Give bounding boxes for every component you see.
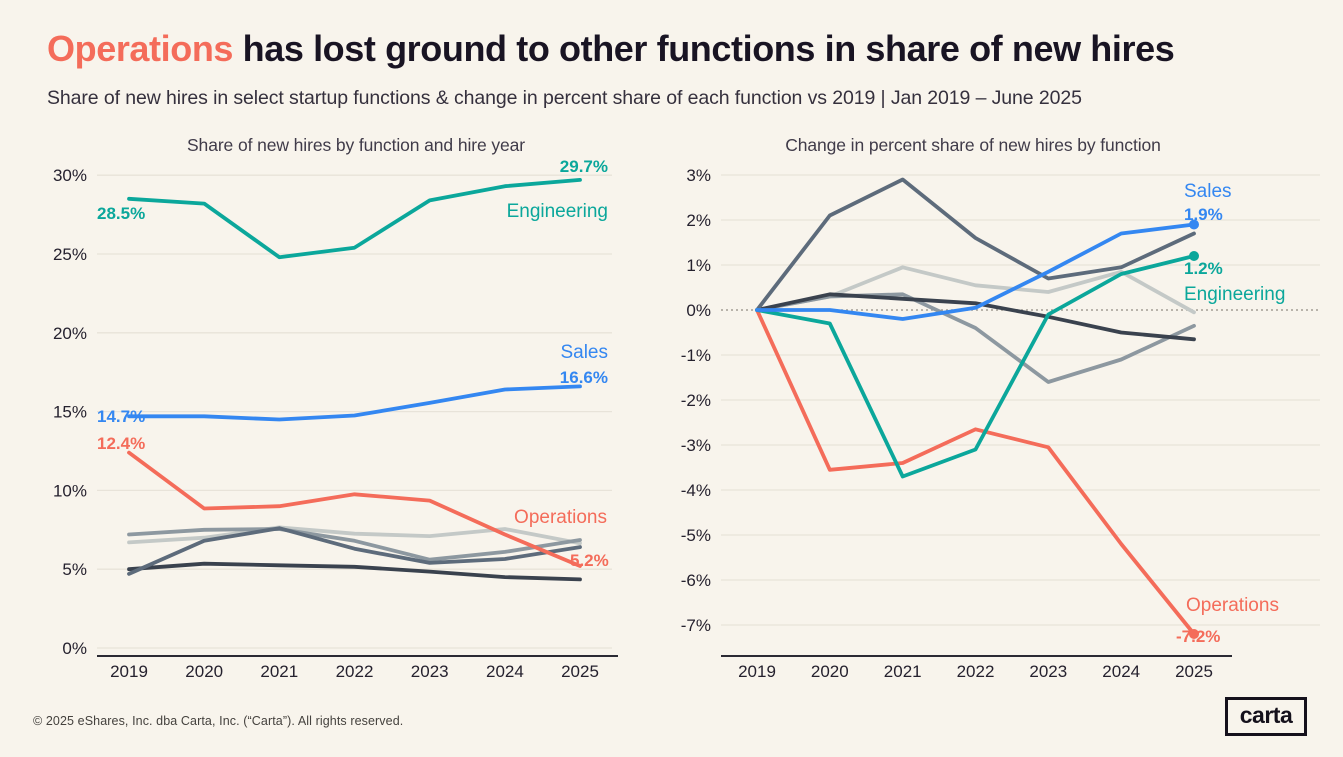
x-tick-label: 2019 xyxy=(110,662,148,681)
x-tick-label: 2025 xyxy=(1175,662,1213,681)
value-label: 1.9% xyxy=(1184,205,1223,224)
series-end-dot-sales xyxy=(1189,219,1199,230)
x-tick-label: 2020 xyxy=(185,662,223,681)
series-line-operations xyxy=(755,308,1196,636)
copyright-text: © 2025 eShares, Inc. dba Carta, Inc. (“C… xyxy=(33,714,404,728)
x-tick-label: 2025 xyxy=(561,662,599,681)
y-tick-label: -5% xyxy=(681,526,711,545)
change-in-share-chart: 3% 2% 1% 0% -1% -2% -3% -4% -5% -6% -7% 2019 2020 202… xyxy=(681,166,1320,681)
value-label: 1.2% xyxy=(1184,259,1223,278)
carta-logo-text: carta xyxy=(1239,702,1293,728)
y-tick-label: 1% xyxy=(686,256,711,275)
x-tick-label: 2024 xyxy=(486,662,524,681)
x-tick-label: 2021 xyxy=(884,662,922,681)
series-line-unlabeled-gray-medium xyxy=(755,292,1196,384)
page-title: Operations has lost ground to other func… xyxy=(47,28,1175,70)
y-tick-label: -6% xyxy=(681,571,711,590)
y-tick-label: 5% xyxy=(62,560,87,579)
x-tick-label: 2021 xyxy=(260,662,298,681)
series-line-unlabeled-gray-dark xyxy=(127,561,582,582)
page-subtitle: Share of new hires in select startup fun… xyxy=(47,87,1082,109)
x-tick-label: 2023 xyxy=(411,662,449,681)
y-tick-label: -7% xyxy=(681,616,711,635)
value-label: 16.6% xyxy=(560,368,608,387)
value-label: 14.7% xyxy=(97,407,145,426)
x-tick-label: 2019 xyxy=(738,662,776,681)
series-line-sales xyxy=(755,222,1196,321)
series-name-label: Sales xyxy=(1184,181,1232,202)
series-line-engineering xyxy=(755,254,1196,479)
y-tick-label: 0% xyxy=(686,301,711,320)
value-label: 5.2% xyxy=(570,551,609,570)
x-tick-label: 2020 xyxy=(811,662,849,681)
left-chart-title: Share of new hires by function and hire … xyxy=(186,135,526,155)
x-tick-label: 2022 xyxy=(336,662,374,681)
x-tick-label: 2024 xyxy=(1102,662,1140,681)
title-rest: has lost ground to other functions in sh… xyxy=(233,28,1175,69)
x-tick-label: 2022 xyxy=(957,662,995,681)
y-tick-label: -3% xyxy=(681,436,711,455)
y-tick-label: 30% xyxy=(53,166,87,185)
value-label: -7.2% xyxy=(1176,627,1220,646)
series-name-label: Engineering xyxy=(507,201,608,222)
series-line-engineering xyxy=(127,177,582,260)
value-label: 28.5% xyxy=(97,204,145,223)
y-tick-label: -4% xyxy=(681,481,711,500)
series-line-unlabeled-gray-light xyxy=(127,525,582,546)
y-tick-label: 15% xyxy=(53,403,87,422)
y-tick-label: 10% xyxy=(53,481,87,500)
series-line-unlabeled-gray-dark xyxy=(755,292,1196,342)
value-label: 12.4% xyxy=(97,434,145,453)
series-name-label: Engineering xyxy=(1184,284,1285,305)
x-tick-label: 2023 xyxy=(1029,662,1067,681)
series-line-sales xyxy=(127,384,582,422)
y-tick-label: 0% xyxy=(62,639,87,658)
series-end-dot-operations xyxy=(1189,629,1199,639)
y-tick-label: 3% xyxy=(686,166,711,185)
series-line-unlabeled-slate xyxy=(755,177,1196,312)
y-tick-label: 2% xyxy=(686,211,711,230)
y-tick-label: -2% xyxy=(681,391,711,410)
share-of-new-hires-chart: 30% 25% 20% 15% 10% 5% 0% 2019 2020 2021 2022 2023 2… xyxy=(53,157,618,681)
y-tick-label: -1% xyxy=(681,346,711,365)
series-line-unlabeled-slate xyxy=(127,526,582,576)
series-name-label: Operations xyxy=(1186,595,1279,616)
y-tick-label: 25% xyxy=(53,245,87,264)
series-name-label: Operations xyxy=(514,507,607,528)
series-line-unlabeled-gray-medium xyxy=(127,527,582,562)
series-name-label: Sales xyxy=(560,342,608,363)
right-chart-title: Change in percent share of new hires by … xyxy=(785,135,1161,155)
title-highlight-operations: Operations xyxy=(47,28,234,69)
series-line-operations xyxy=(127,450,582,568)
y-tick-label: 20% xyxy=(53,324,87,343)
value-label: 29.7% xyxy=(560,157,608,176)
series-end-dot-engineering xyxy=(1189,251,1199,261)
carta-logo: carta xyxy=(1225,697,1307,736)
